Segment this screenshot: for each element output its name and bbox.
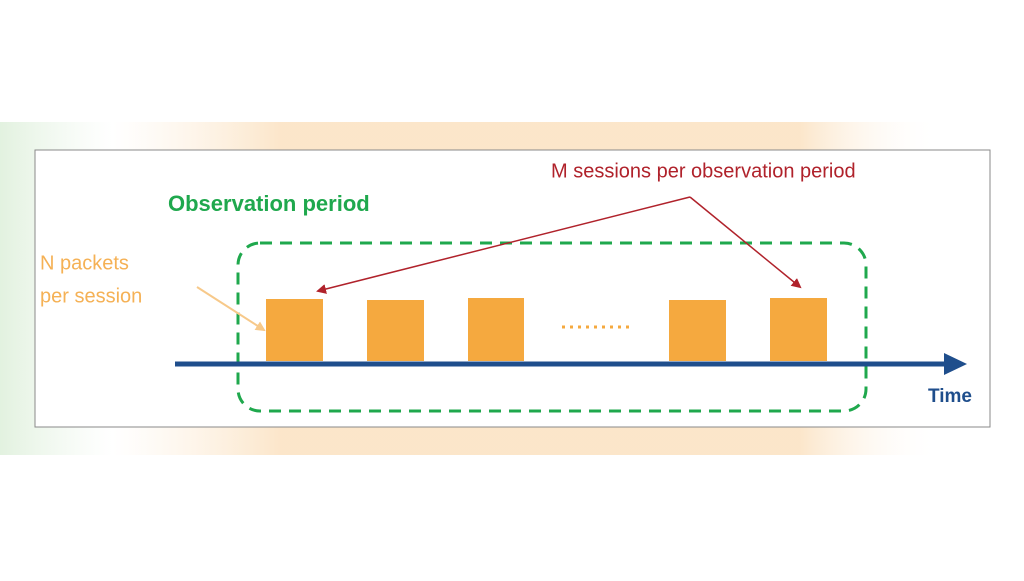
session-bar [770,298,827,361]
sessions-label: M sessions per observation period [551,160,856,182]
time-arrowhead [944,353,967,375]
pointer-arrow [196,286,266,332]
session-bar [266,299,323,361]
pointer-arrow [316,196,691,294]
session-bar [669,300,726,361]
frame [34,149,991,428]
packets-label: N packets [40,252,129,274]
sessions [266,298,827,361]
pointer-arrow [689,196,802,289]
session-bar [367,300,424,361]
packets-label: per session [40,285,142,307]
session-bar [468,298,524,361]
axis-label: Time [928,386,972,407]
observation-box [236,241,868,413]
observation-label: Observation period [168,191,370,216]
